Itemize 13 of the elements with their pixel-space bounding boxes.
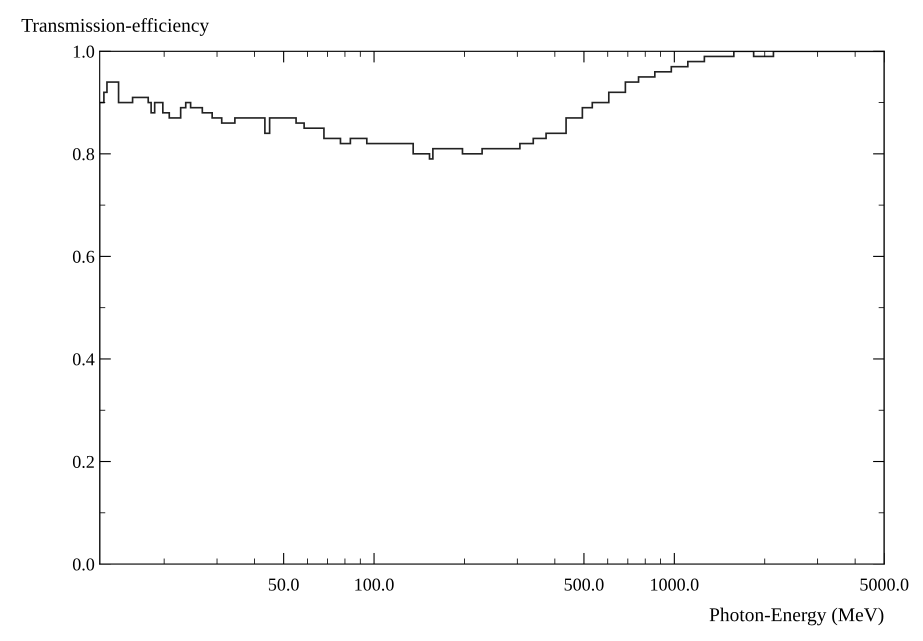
- y-tick-label: 1.0: [74, 46, 94, 58]
- x-tick-label: 50.0: [268, 578, 299, 591]
- y-axis-title: Transmission-efficiency: [22, 18, 210, 36]
- x-tick-label: 500.0: [564, 578, 604, 591]
- y-tick-label: 0.0: [72, 558, 94, 571]
- y-tick-label: 0.4: [72, 353, 95, 366]
- x-axis-title: Photon-Energy (MeV): [710, 608, 884, 626]
- x-tick-label: 1000.0: [651, 578, 698, 591]
- y-tick-label: 0.2: [72, 456, 94, 468]
- y-tick-label: 0.8: [72, 148, 94, 160]
- y-tick-label: 0.6: [72, 250, 94, 263]
- x-tick-label: 5000.0: [860, 578, 908, 591]
- x-tick-label: 100.0: [355, 578, 394, 591]
